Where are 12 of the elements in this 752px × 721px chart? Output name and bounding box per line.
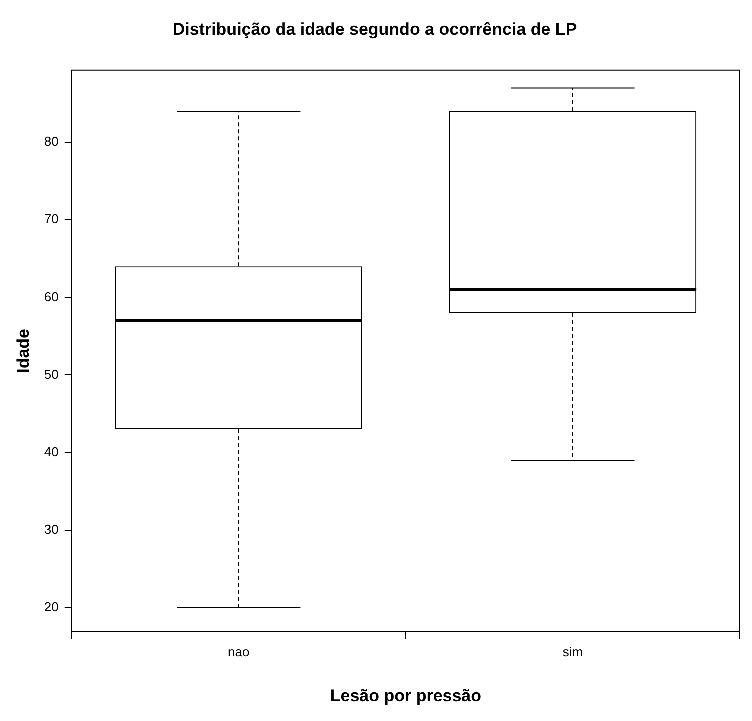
x-tick-label: nao [228,644,250,660]
y-tick-label: 60 [44,289,59,304]
y-tick-label: 20 [44,600,59,615]
y-tick-label: 40 [44,444,59,460]
y-tick-label: 30 [44,522,59,537]
x-tick-label: sim [562,644,584,660]
y-axis-title: Idade [14,328,33,374]
y-tick-label: 70 [44,212,59,227]
y-tick-label: 50 [44,366,59,382]
chart-title: Distribuição da idade segundo a ocorrência de LP [172,20,578,39]
y-tick-label: 80 [44,134,59,150]
x-axis-title: Lesão por pressão [330,686,482,706]
